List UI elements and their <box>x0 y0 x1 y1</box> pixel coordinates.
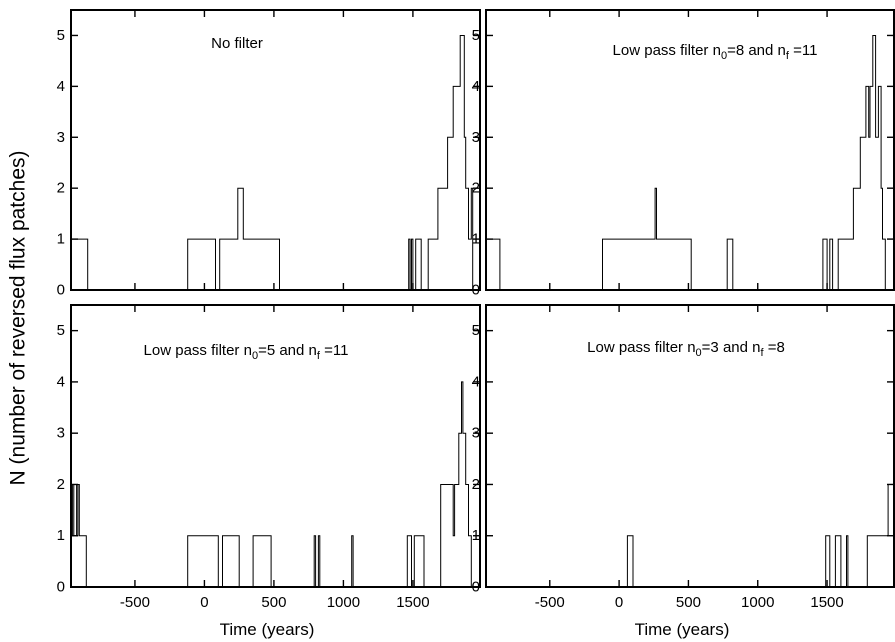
x-tick-label: 1000 <box>327 594 360 611</box>
y-tick-label: 3 <box>57 129 65 146</box>
y-tick-label: 4 <box>472 373 480 390</box>
y-tick-label: 2 <box>57 476 65 493</box>
y-tick-label: 2 <box>472 180 480 197</box>
x-tick-label: -500 <box>120 594 150 611</box>
x-tick-label: -500 <box>535 594 565 611</box>
panel-frame <box>70 9 481 291</box>
y-tick-label: 5 <box>57 322 65 339</box>
panel-3: 0 1 2 3 4 5 -500 0 500 1000 1500 Low pass filter n0… <box>57 304 481 611</box>
step-series <box>486 484 895 588</box>
y-tick-label: 4 <box>472 78 480 95</box>
y-tick-label: 1 <box>472 527 480 544</box>
x-tick-label: 1000 <box>741 594 774 611</box>
y-tick-label: 5 <box>472 322 480 339</box>
x-tick-label: 1500 <box>396 594 429 611</box>
panel-title: Low pass filter n0=5 and nf =11 <box>144 342 349 362</box>
y-tick-label: 3 <box>472 129 480 146</box>
step-series <box>70 35 481 291</box>
x-tick-label: 0 <box>615 594 623 611</box>
panel-2: 0 1 2 3 4 5 Low pass filter n0=8 and nf =11 <box>472 9 895 299</box>
y-tick-label: 0 <box>472 579 480 596</box>
x-tick-label: 0 <box>200 594 208 611</box>
y-tick-label: 1 <box>472 231 480 248</box>
y-tick-label: 4 <box>57 78 65 95</box>
y-tick-label: 2 <box>472 476 480 493</box>
panel-1: 0 1 2 3 4 5 No filter <box>57 9 481 299</box>
y-tick-label: 0 <box>57 282 65 299</box>
y-tick-label: 5 <box>472 27 480 44</box>
y-axis-label: N (number of reversed flux patches) <box>7 151 30 486</box>
y-tick-label: 5 <box>57 27 65 44</box>
y-tick-label: 0 <box>472 282 480 299</box>
y-tick-label: 3 <box>472 425 480 442</box>
panel-title: Low pass filter n0=3 and nf =8 <box>587 339 785 359</box>
x-axis-label-left: Time (years) <box>220 620 315 639</box>
panel-title: Low pass filter n0=8 and nf =11 <box>613 42 818 62</box>
x-tick-label: 1500 <box>810 594 843 611</box>
y-tick-label: 1 <box>57 527 65 544</box>
y-tick-label: 1 <box>57 231 65 248</box>
panel-4: 0 1 2 3 4 5 -500 0 500 1000 1500 Low pass filter n0… <box>472 304 895 611</box>
x-tick-label: 500 <box>261 594 286 611</box>
x-axis-label-right: Time (years) <box>635 620 730 639</box>
panels: 0 1 2 3 4 5 No filter 0 1 2 3 4 5 Low pass filter n0=… <box>57 9 895 611</box>
x-tick-label: 500 <box>676 594 701 611</box>
y-tick-label: 0 <box>57 579 65 596</box>
step-series <box>70 381 481 588</box>
y-tick-label: 3 <box>57 425 65 442</box>
y-tick-label: 2 <box>57 180 65 197</box>
step-series <box>485 35 895 291</box>
panel-frame <box>485 9 895 291</box>
y-tick-label: 4 <box>57 373 65 390</box>
panel-title: No filter <box>211 35 263 52</box>
